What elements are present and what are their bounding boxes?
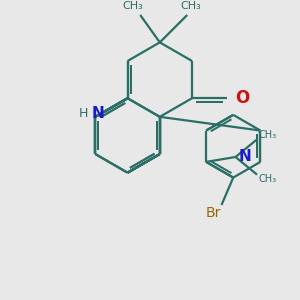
Text: CH₃: CH₃ bbox=[122, 1, 143, 11]
Text: N: N bbox=[92, 106, 105, 122]
Text: O: O bbox=[235, 89, 249, 107]
Text: CH₃: CH₃ bbox=[181, 1, 202, 11]
Text: Br: Br bbox=[206, 206, 221, 220]
Text: N: N bbox=[238, 149, 251, 164]
Text: CH₃: CH₃ bbox=[258, 173, 276, 184]
Text: CH₃: CH₃ bbox=[258, 130, 276, 140]
Text: H: H bbox=[79, 107, 88, 120]
